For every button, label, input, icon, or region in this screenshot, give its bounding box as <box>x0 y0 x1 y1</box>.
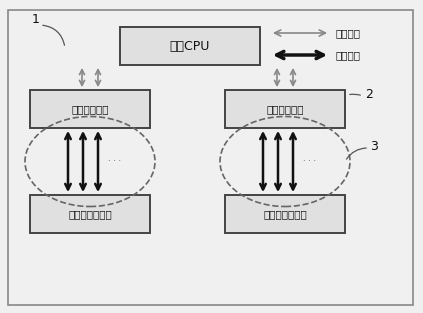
Text: 1: 1 <box>32 13 40 26</box>
Text: 其他物理层芯片: 其他物理层芯片 <box>263 209 307 219</box>
Text: 数据总线: 数据总线 <box>335 50 360 60</box>
Text: 专用功能芯片: 专用功能芯片 <box>266 104 304 114</box>
Text: 其他物理层芯片: 其他物理层芯片 <box>68 209 112 219</box>
Text: 专用功能芯片: 专用功能芯片 <box>71 104 109 114</box>
Text: · · ·: · · · <box>303 157 316 166</box>
Text: 3: 3 <box>370 140 378 153</box>
Text: 系统CPU: 系统CPU <box>170 39 210 53</box>
Text: 控制总线: 控制总线 <box>335 28 360 38</box>
Text: 2: 2 <box>365 88 373 101</box>
Bar <box>225 195 345 233</box>
Bar <box>225 90 345 128</box>
Bar <box>30 90 150 128</box>
Bar <box>30 195 150 233</box>
Text: · · ·: · · · <box>108 157 121 166</box>
Bar <box>120 27 260 65</box>
